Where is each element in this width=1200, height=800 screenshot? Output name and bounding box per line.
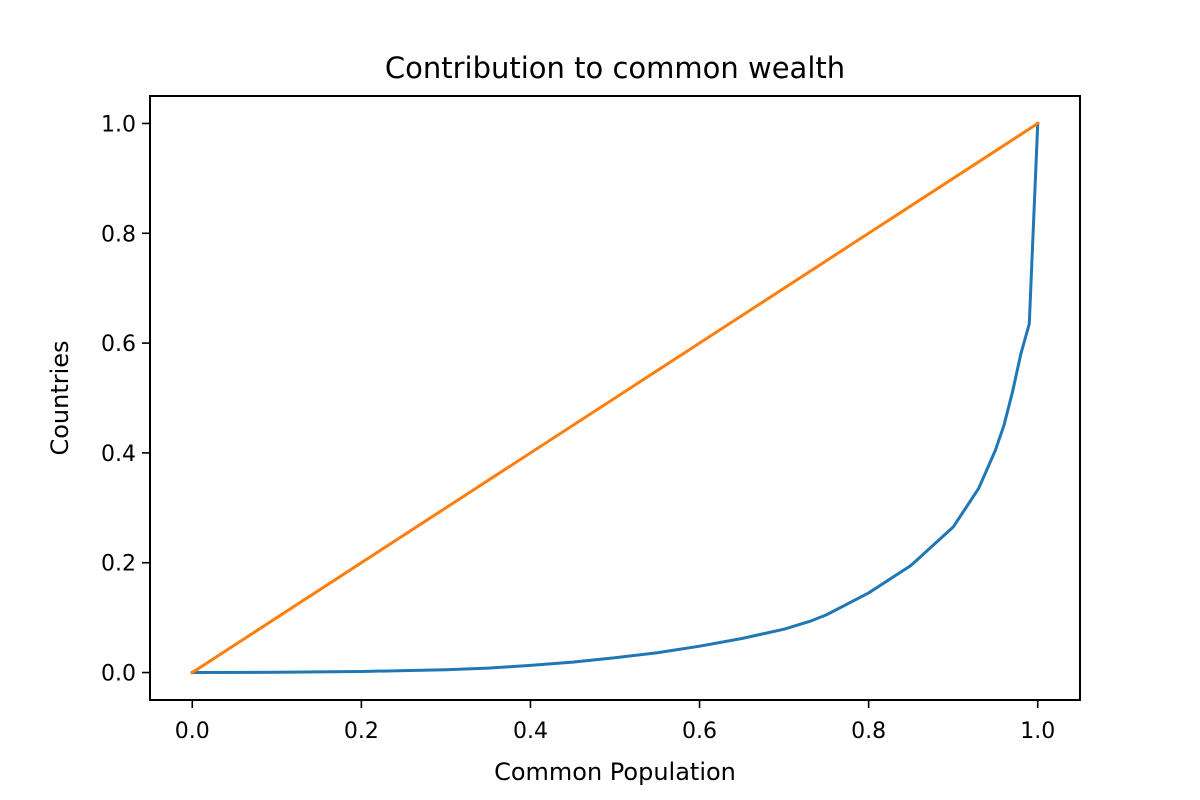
y-tick-label: 0.6 xyxy=(101,332,136,357)
y-tick-label: 0.2 xyxy=(101,552,136,577)
lorenz-curve-line xyxy=(190,121,1040,675)
series-layer xyxy=(190,121,1040,675)
x-axis-label: Common Population xyxy=(494,758,736,786)
chart-title: Contribution to common wealth xyxy=(385,51,845,85)
x-tick-label: 0.4 xyxy=(513,719,548,744)
x-tick-label: 0.6 xyxy=(682,719,717,744)
x-tick-label: 1.0 xyxy=(1020,719,1055,744)
equality-line xyxy=(190,121,1040,675)
y-tick-label: 0.0 xyxy=(101,662,136,687)
y-axis-label: Countries xyxy=(46,340,74,455)
x-tick-label: 0.2 xyxy=(344,719,379,744)
y-tick-label: 0.8 xyxy=(101,222,136,247)
plot-frame xyxy=(149,95,1081,701)
x-tick-label: 0.0 xyxy=(175,719,210,744)
x-tick-label: 0.8 xyxy=(851,719,886,744)
y-tick-label: 1.0 xyxy=(101,112,136,137)
x-axis-ticks: 0.0 0.2 0.4 0.6 0.8 1.0 xyxy=(175,700,1055,744)
y-axis-ticks: 0.0 0.2 0.4 0.6 0.8 1.0 xyxy=(101,112,150,687)
y-tick-label: 0.4 xyxy=(101,442,136,467)
